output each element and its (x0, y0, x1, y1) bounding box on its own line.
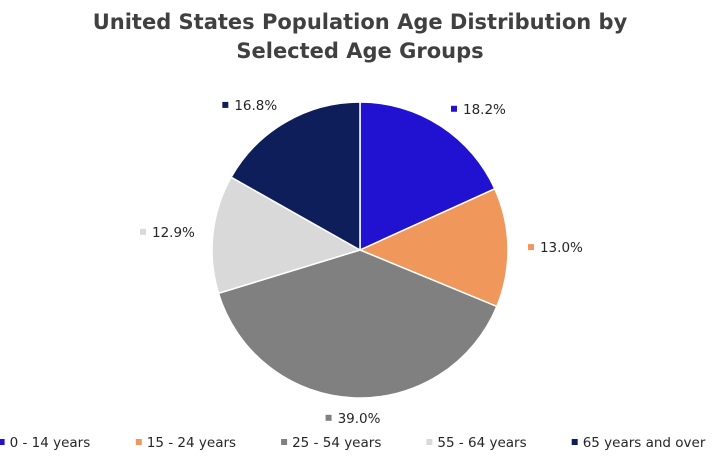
data-label-65-years-and-over: 16.8% (222, 98, 277, 114)
legend-label: 55 - 64 years (437, 435, 526, 451)
legend-item-55-64-years: 55 - 64 years (426, 435, 527, 451)
pie-slice-25-54-years (217, 249, 498, 399)
legend-marker (281, 439, 288, 445)
legend-marker (426, 439, 433, 445)
data-label-15-24-years: 13.0% (527, 240, 583, 256)
data-label-text: 13.0% (540, 240, 583, 256)
data-label-marker (222, 101, 229, 108)
data-label-25-54-years: 39.0% (325, 411, 381, 427)
pie-slice-55-64-years (211, 176, 362, 295)
pie-slice-15-24-years (358, 187, 509, 308)
legend-label: 65 years and over (583, 435, 706, 451)
legend-item-0-14-years: 0 - 14 years (0, 435, 90, 451)
data-label-text: 16.8% (234, 98, 277, 114)
data-labels: 18.2% 13.0% 39.0% 12.9% 16.8% (139, 98, 583, 427)
chart-title-line-2: Selected Age Groups (236, 39, 483, 63)
pie-slice-0-14-years (359, 101, 496, 252)
legend-item-25-54-years: 25 - 54 years (281, 435, 381, 451)
data-label-text: 12.9% (152, 225, 195, 241)
legend-marker (135, 439, 142, 445)
legend: 0 - 14 years 15 - 24 years 25 - 54 years 55… (0, 435, 706, 451)
data-label-0-14-years: 18.2% (450, 102, 506, 118)
legend-label: 0 - 14 years (10, 435, 91, 451)
data-label-55-64-years: 12.9% (139, 225, 195, 241)
pie-slice-65-years-and-over (230, 101, 361, 252)
legend-marker (0, 439, 5, 445)
chart-title: United States Population Age Distributio… (93, 10, 628, 63)
pie-slices (211, 101, 509, 399)
data-label-marker (325, 414, 332, 421)
data-label-marker (450, 105, 457, 112)
data-label-text: 39.0% (338, 411, 381, 427)
legend-label: 25 - 54 years (292, 435, 381, 451)
legend-label: 15 - 24 years (147, 435, 236, 451)
legend-item-15-24-years: 15 - 24 years (135, 435, 236, 451)
data-label-marker (527, 244, 534, 251)
legend-item-65-years-and-over: 65 years and over (571, 435, 706, 451)
data-label-text: 18.2% (463, 102, 506, 118)
chart-title-line-1: United States Population Age Distributio… (93, 10, 628, 34)
data-label-marker (139, 228, 146, 235)
legend-marker (571, 439, 578, 445)
